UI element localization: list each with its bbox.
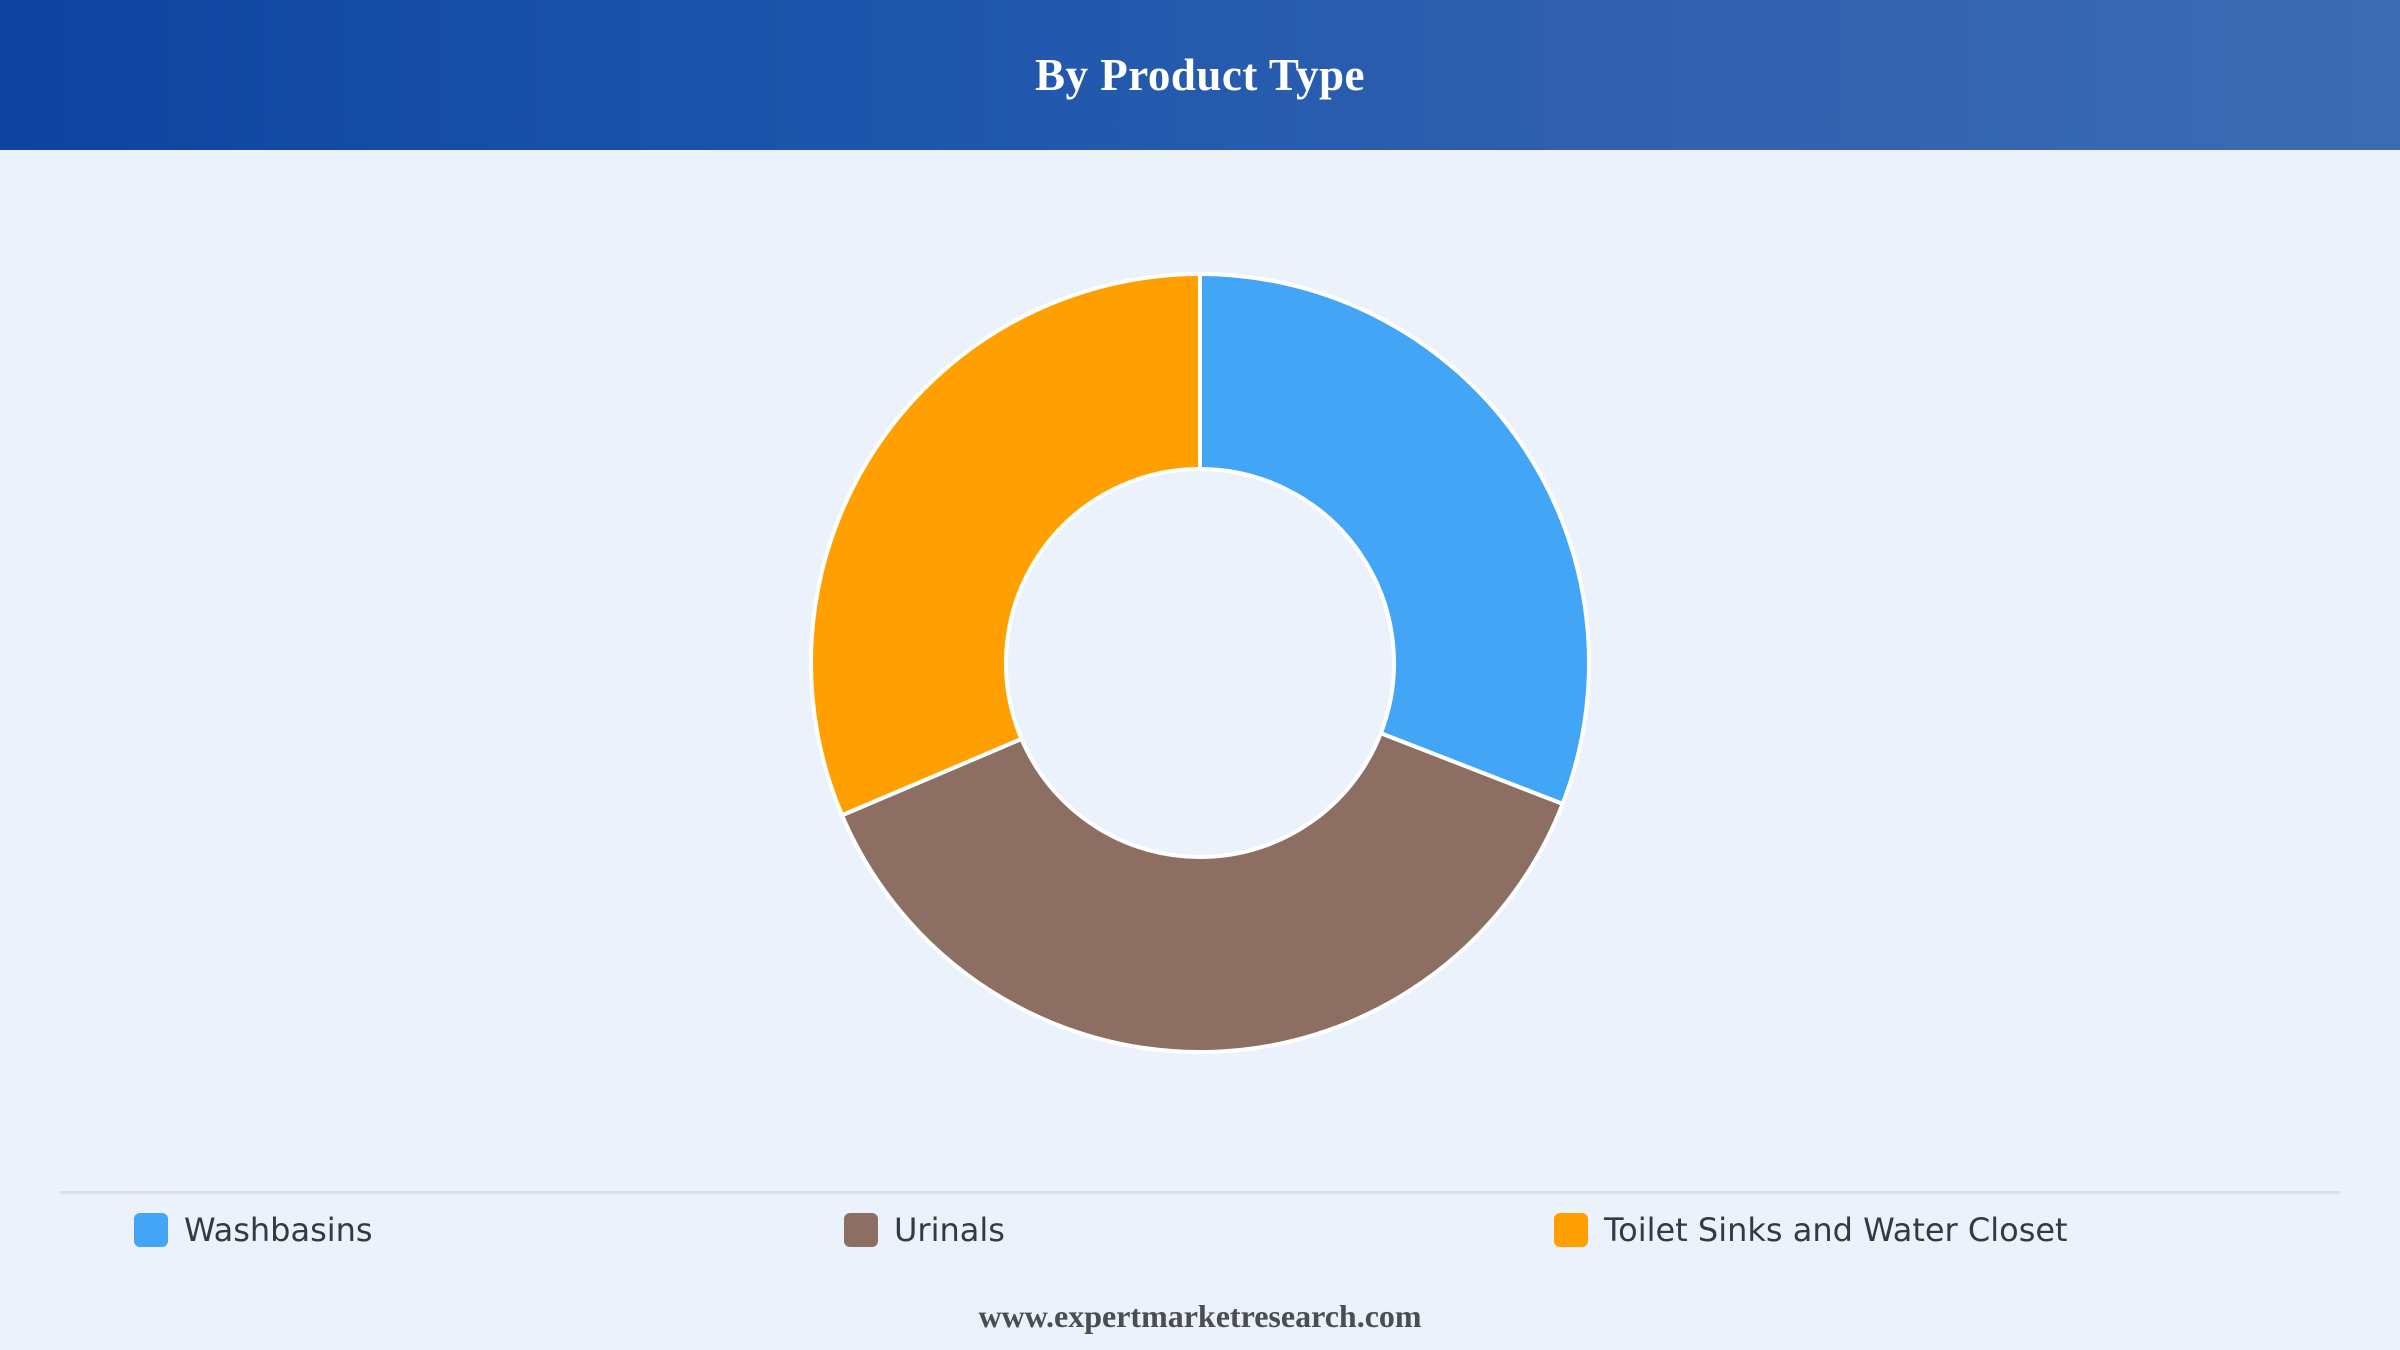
chart-title: By Product Type: [1034, 50, 1366, 100]
legend-swatch-washbasins: [134, 1213, 168, 1247]
donut-slice-washbasins[interactable]: [1198, 272, 1591, 806]
legend-item-urinals[interactable]: Urinals: [844, 1208, 1005, 1252]
donut-slice-toilet-sinks-and-water-closet[interactable]: [809, 272, 1202, 818]
legend-label-washbasins: Washbasins: [184, 1211, 373, 1249]
donut-chart: [809, 272, 1591, 1054]
donut-slice-urinals[interactable]: [840, 731, 1565, 1054]
footer-website[interactable]: www.expertmarketresearch.com: [978, 1298, 1422, 1334]
header-banner: By Product Type: [0, 0, 2400, 150]
legend: Washbasins Urinals Toilet Sinks and Wate…: [0, 1208, 2400, 1252]
legend-swatch-urinals: [844, 1213, 878, 1247]
legend-item-washbasins[interactable]: Washbasins: [134, 1208, 373, 1252]
legend-swatch-toilet-sinks-and-water-closet: [1554, 1213, 1588, 1247]
chart-area: [0, 150, 2400, 1190]
legend-item-toilet-sinks-and-water-closet[interactable]: Toilet Sinks and Water Closet: [1554, 1208, 2068, 1252]
legend-label-urinals: Urinals: [894, 1211, 1005, 1249]
legend-label-toilet-sinks-and-water-closet: Toilet Sinks and Water Closet: [1604, 1211, 2068, 1249]
legend-divider: [60, 1191, 2340, 1194]
